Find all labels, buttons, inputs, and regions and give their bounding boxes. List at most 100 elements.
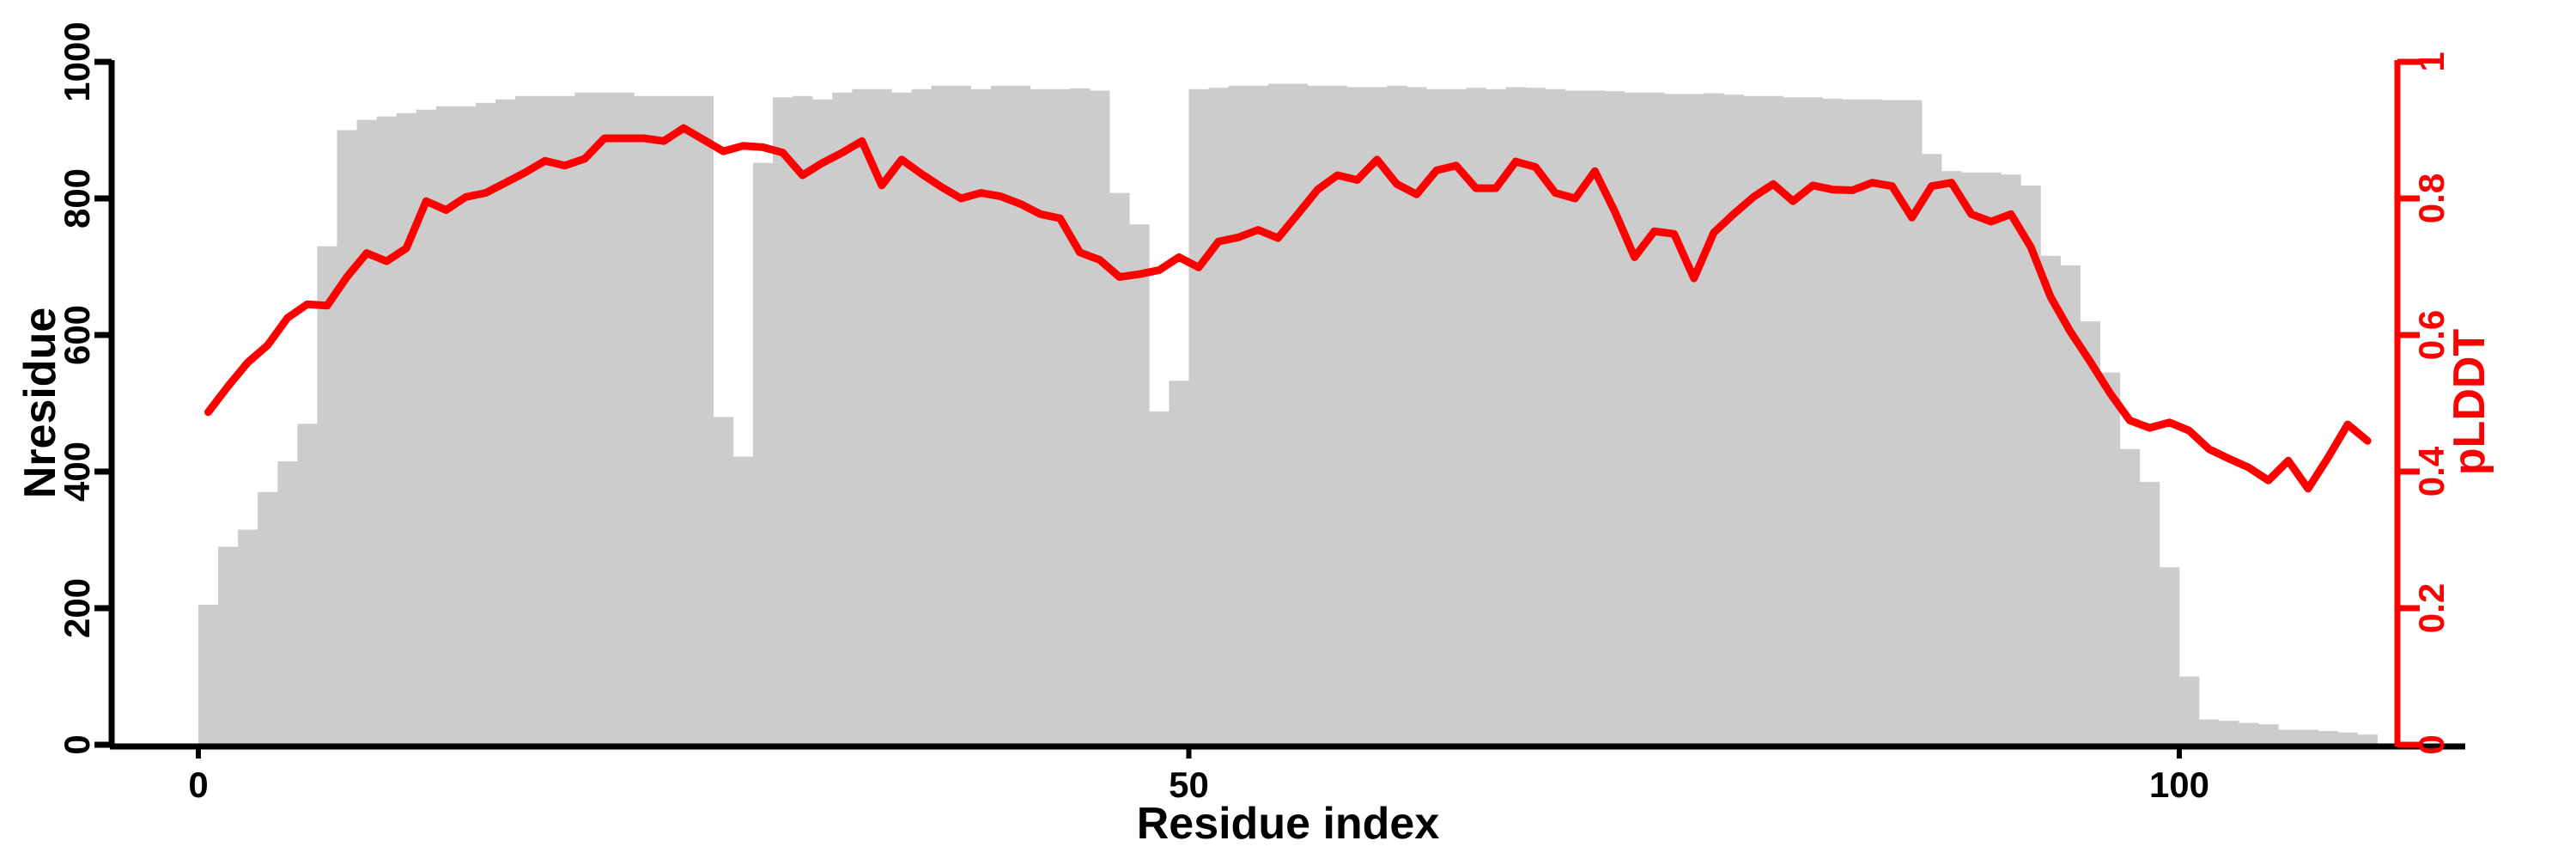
histogram-bar (1010, 85, 1031, 746)
histogram-bar (1763, 95, 1783, 746)
y-axis-right: 0 0.2 0.4 0.6 0.8 1 (2394, 52, 2451, 755)
histogram-bar (911, 88, 932, 747)
histogram-bar (1090, 90, 1110, 746)
histogram-bar (1802, 97, 1824, 747)
histogram-bar (990, 85, 1012, 746)
histogram-bar (337, 130, 357, 746)
histogram-bar (773, 97, 793, 747)
histogram-bar (376, 116, 397, 747)
histogram-bar (515, 95, 536, 746)
histogram-bar (1030, 88, 1051, 747)
histogram-bar (1584, 90, 1606, 746)
histogram-bar (258, 491, 278, 746)
histogram-bar (1485, 88, 1506, 747)
histogram-bar (2239, 722, 2259, 746)
histogram-bar (970, 88, 992, 747)
histogram-bar (1208, 88, 1229, 746)
histogram-bar (1426, 88, 1447, 747)
histogram-bar (2179, 676, 2200, 746)
histogram-bar (435, 106, 457, 747)
histogram-bar (752, 162, 774, 746)
histogram-bar (1525, 88, 1546, 746)
histogram-bar (277, 461, 298, 746)
y-axis-right-tick-label: 0.8 (2411, 174, 2451, 223)
histogram-bar (416, 109, 437, 746)
histogram-bar (1881, 100, 1903, 746)
histogram-bar (297, 423, 318, 746)
histogram-bar (2060, 265, 2081, 746)
histogram-bar (693, 95, 714, 746)
histogram-bar (1981, 172, 2002, 747)
histogram-bar (1109, 192, 1130, 746)
histogram-bar (2199, 719, 2220, 746)
histogram-bar (1902, 100, 1923, 746)
histogram-bar (1783, 97, 1803, 747)
histogram-bar (2020, 185, 2041, 746)
y-axis-left-tick-label: 600 (57, 305, 97, 365)
histogram-bar (1070, 88, 1091, 746)
histogram-bar (1188, 88, 1209, 747)
histogram-bar (673, 95, 695, 746)
histogram-bar (1169, 381, 1189, 746)
histogram-bar (2298, 729, 2318, 746)
histogram-bar (2001, 174, 2021, 746)
x-axis-tick-label: 0 (188, 765, 208, 805)
histogram-bar (1050, 88, 1071, 747)
histogram-bar (2159, 567, 2180, 746)
y-axis-right-tick-label: 0.4 (2411, 446, 2451, 497)
histogram-bar (238, 529, 258, 746)
y-axis-left-tick-label: 1000 (57, 21, 97, 101)
histogram-bar (1922, 154, 1942, 746)
histogram-bar (2099, 372, 2121, 746)
histogram-bar (1604, 91, 1625, 746)
histogram-bar (455, 106, 477, 747)
histogram-bar (2119, 448, 2141, 746)
histogram-bar (495, 99, 516, 747)
histogram-bar (2139, 481, 2160, 746)
histogram-bar (475, 102, 496, 746)
histogram-bar (872, 88, 892, 747)
y-axis-right-title: pLDDT (2445, 329, 2494, 476)
histogram-bars (198, 83, 2378, 747)
histogram-bar (1387, 85, 1407, 746)
histogram-bar (2219, 721, 2239, 746)
histogram-bar (535, 95, 556, 746)
histogram-bar (812, 99, 833, 747)
histogram-bar (1842, 99, 1863, 747)
y-axis-right-tick-label: 0.6 (2411, 310, 2451, 360)
histogram-bar (396, 113, 417, 747)
x-axis: 0 50 100 (110, 743, 2465, 805)
histogram-bar (594, 92, 615, 746)
histogram-bar (1564, 90, 1586, 746)
histogram-bar (1406, 87, 1427, 747)
histogram-bar (356, 119, 377, 746)
histogram-bar (653, 95, 674, 746)
y-axis-left-title: Nresidue (15, 308, 65, 499)
histogram-bar (832, 92, 853, 746)
y-axis-right-tick-label: 0.2 (2411, 583, 2451, 633)
histogram-bar (2337, 732, 2358, 746)
plddt-line (204, 124, 2372, 493)
x-axis-tick-label: 50 (1169, 765, 1209, 805)
y-axis-left-tick-label: 400 (57, 442, 97, 502)
histogram-bar (555, 95, 575, 746)
histogram-bar (1723, 94, 1744, 746)
histogram-bar (1862, 99, 1883, 747)
histogram-bar (2040, 255, 2061, 746)
histogram-bar (852, 88, 872, 747)
histogram-bar (634, 95, 654, 746)
y-axis-left-tick-label: 0 (57, 734, 97, 754)
histogram-bar (1129, 224, 1150, 747)
histogram-bar (198, 605, 219, 746)
histogram-bar (1644, 92, 1665, 746)
histogram-bar (1704, 93, 1724, 746)
histogram-bar (2318, 731, 2338, 746)
histogram-bar (931, 85, 951, 746)
histogram-bar (1248, 85, 1269, 746)
histogram-bar (1307, 85, 1328, 746)
histogram-bar (2278, 729, 2299, 746)
y-axis-left-tick-label: 200 (57, 578, 97, 638)
histogram-bar (1961, 172, 1982, 747)
